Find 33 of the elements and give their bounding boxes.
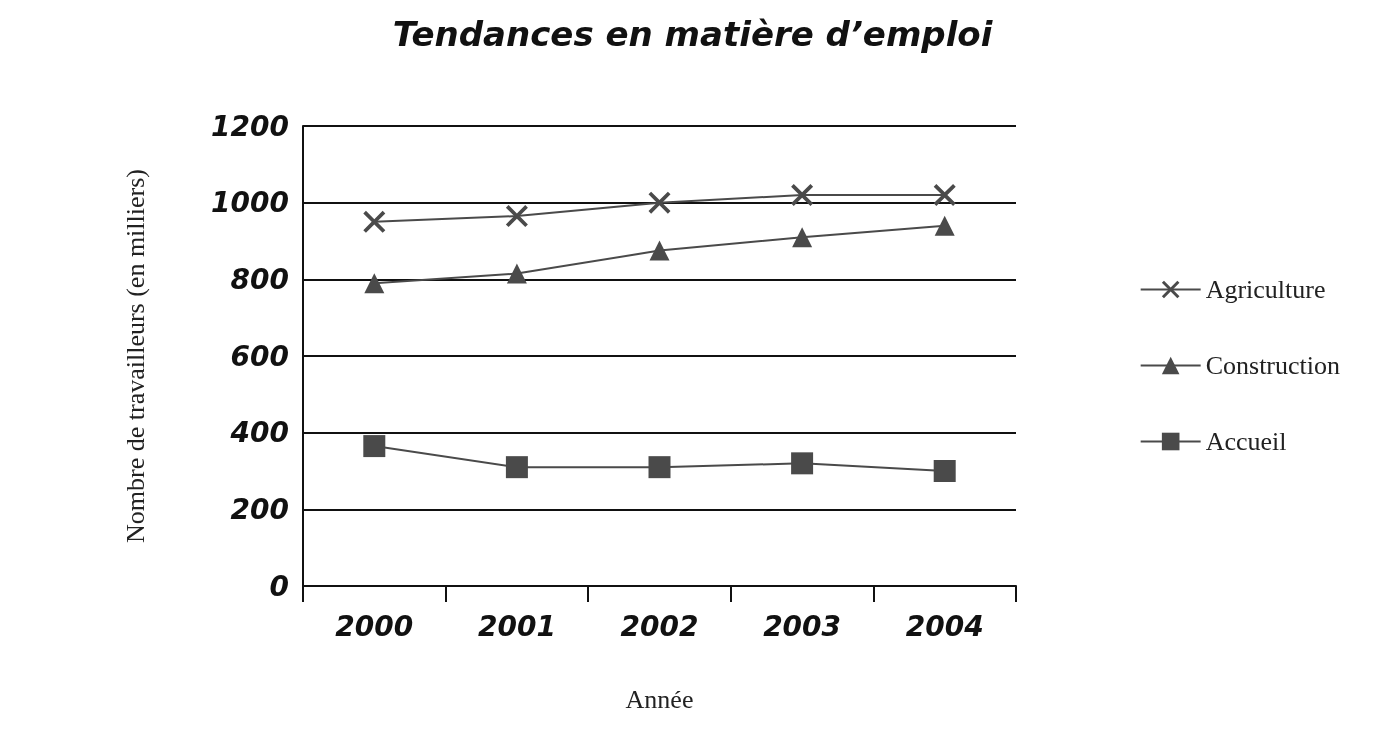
x-axis-title: Année bbox=[625, 684, 694, 714]
point bbox=[791, 184, 814, 206]
y-tick-label: 1000 bbox=[211, 186, 289, 220]
x-tick-label: 2001 bbox=[477, 609, 556, 643]
x-tick-label: 2003 bbox=[763, 609, 842, 643]
point bbox=[792, 227, 813, 248]
point bbox=[649, 240, 670, 261]
point bbox=[363, 210, 386, 233]
y-tick-label: 1200 bbox=[211, 109, 289, 143]
point bbox=[933, 460, 956, 482]
y-axis-title: Nombre de travailleurs (en milliers) bbox=[120, 169, 150, 543]
y-tick-label: 800 bbox=[230, 262, 289, 296]
point bbox=[505, 205, 528, 228]
point bbox=[933, 184, 956, 206]
point bbox=[791, 452, 814, 475]
y-tick-label: 200 bbox=[230, 492, 289, 526]
point bbox=[648, 456, 671, 479]
point bbox=[506, 263, 527, 284]
point bbox=[648, 191, 671, 214]
legend-label: Agriculture bbox=[1205, 275, 1326, 304]
point bbox=[505, 456, 528, 479]
legend-label: Construction bbox=[1205, 351, 1341, 380]
x-tick-label: 2004 bbox=[905, 609, 984, 643]
legend-label: Accueil bbox=[1205, 427, 1287, 456]
y-tick-label: 400 bbox=[229, 416, 289, 450]
x-tick-label: 2002 bbox=[620, 609, 699, 643]
y-tick-label: 600 bbox=[230, 339, 289, 373]
point bbox=[934, 215, 955, 236]
point bbox=[363, 435, 386, 458]
chart-title: Tendances en matière d’emploi bbox=[392, 14, 994, 54]
y-tick-label: 0 bbox=[269, 569, 289, 603]
point bbox=[364, 273, 385, 294]
x-tick-label: 2000 bbox=[335, 609, 414, 643]
